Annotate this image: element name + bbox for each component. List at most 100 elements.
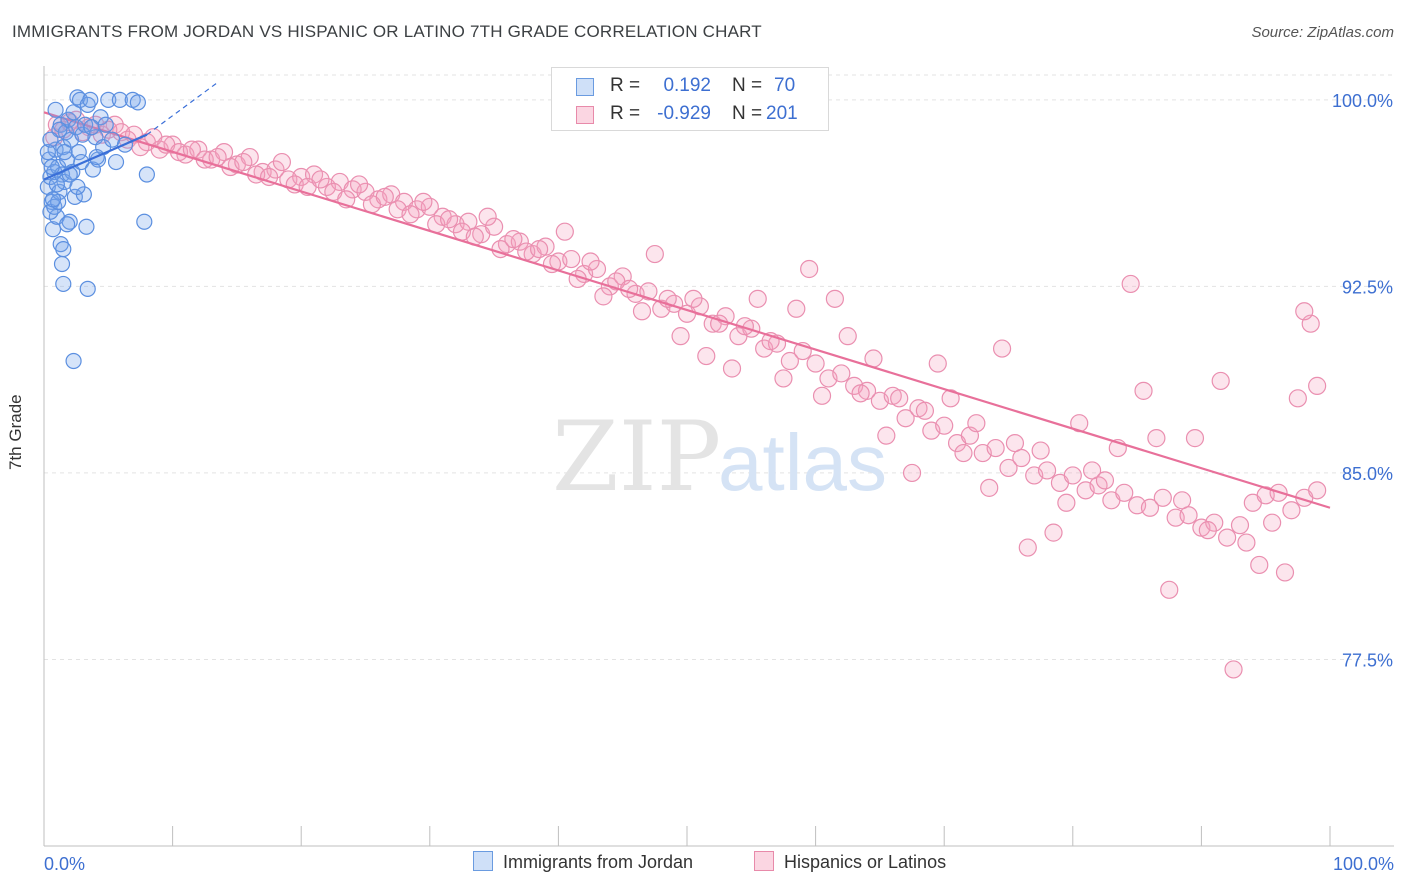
data-point-jordan [66,188,83,205]
data-point-jordan [56,144,73,161]
data-point-hispanic [1224,660,1243,679]
data-point-hispanic [1173,491,1192,510]
data-point-hispanic [1288,389,1307,408]
data-point-hispanic [748,289,767,308]
data-point-hispanic [587,259,607,279]
y-tick-label: 77.5% [1342,650,1393,670]
data-point-hispanic [1044,523,1063,542]
data-point-jordan [48,176,65,193]
data-point-hispanic [562,249,581,269]
x-tick-label-max: 100.0% [1333,854,1394,874]
data-point-hispanic [1153,488,1172,507]
data-point-hispanic [1218,528,1237,547]
data-point-hispanic [1211,371,1230,391]
data-point-jordan [65,352,82,370]
data-point-jordan [79,280,96,297]
data-point-hispanic [1037,461,1057,480]
r-value: -0.929 [657,103,711,124]
data-point-hispanic [1031,441,1050,460]
data-point-hispanic [774,369,793,388]
data-point-hispanic [530,239,549,259]
data-point-jordan [83,119,100,136]
data-point-jordan [84,161,101,178]
data-point-hispanic [439,210,459,229]
data-point-hispanic [1160,580,1179,599]
data-point-jordan [55,275,72,293]
data-point-jordan [107,153,125,171]
trendline-jordan-extension [146,81,218,136]
data-point-hispanic [890,389,909,408]
data-point-hispanic [485,217,504,236]
r-label: R = [610,75,641,96]
n-value: 70 [774,75,796,96]
data-point-hispanic [478,207,497,226]
data-point-hispanic [1095,471,1115,490]
data-point-jordan [78,218,95,235]
y-tick-label: 85.0% [1342,464,1393,484]
data-point-hispanic [954,443,973,463]
stats-legend: R = 0.192 N = 70 R = -0.929 N = 201 [551,67,829,131]
data-point-jordan [43,158,60,176]
hispanic-legend-label: Hispanics or Latinos [784,852,947,872]
data-point-jordan [53,255,71,273]
data-point-hispanic [967,414,986,433]
data-point-hispanic [1282,501,1301,520]
data-point-jordan [129,94,146,111]
data-point-hispanic [555,222,574,241]
data-point-jordan [69,178,86,196]
data-point-hispanic [1250,555,1269,575]
data-point-hispanic [266,160,285,179]
data-point-hispanic [639,282,658,301]
data-point-jordan [42,131,59,148]
data-point-hispanic [851,384,870,403]
data-point-hispanic [311,170,330,189]
data-point-hispanic [414,192,433,211]
data-point-hispanic [1057,493,1076,512]
data-point-hispanic [1018,538,1037,557]
data-point-jordan [82,91,99,108]
data-point-hispanic [697,346,716,366]
data-point-hispanic [812,386,832,405]
data-point-hispanic [787,299,806,318]
jordan-swatch [576,78,594,96]
watermark-zip: ZIP [552,401,721,513]
source-label: Source: ZipAtlas.com [1251,24,1394,41]
data-point-jordan [47,101,64,118]
data-point-hispanic [1185,429,1205,448]
data-point-jordan [51,121,68,138]
hispanic-legend-swatch [754,851,774,871]
data-point-hispanic [915,401,935,420]
data-point-hispanic [1295,302,1314,321]
data-point-hispanic [1140,498,1160,517]
data-point-hispanic [1198,521,1217,540]
data-point-jordan [39,144,56,161]
data-point-hispanic [163,135,182,154]
data-point-hispanic [1308,376,1327,395]
data-point-hispanic [941,389,960,408]
data-point-hispanic [272,152,292,172]
n-value: 201 [766,103,798,124]
x-tick-label-min: 0.0% [44,854,85,874]
data-point-hispanic [896,409,915,428]
trendline-hispanic [43,111,1331,509]
stats-row-jordan: R = 0.192 N = 70 [552,72,828,102]
data-point-jordan [136,213,153,230]
data-point-hispanic [349,175,369,194]
data-point-hispanic [401,205,420,224]
data-point-hispanic [671,327,690,346]
n-label: N = [732,103,763,124]
data-point-jordan [138,166,155,183]
data-point-hispanic [980,478,999,497]
data-point-hispanic [806,354,825,373]
data-point-hispanic [902,463,922,483]
data-point-hispanic [838,327,857,346]
legend-item-jordan: Immigrants from Jordan [473,851,693,873]
data-point-jordan [61,213,78,230]
data-point-hispanic [594,287,613,306]
data-point-hispanic [1115,483,1134,502]
data-point-hispanic [1308,481,1327,500]
data-point-hispanic [877,426,896,445]
data-point-hispanic [1005,433,1025,453]
data-point-hispanic [928,354,947,373]
